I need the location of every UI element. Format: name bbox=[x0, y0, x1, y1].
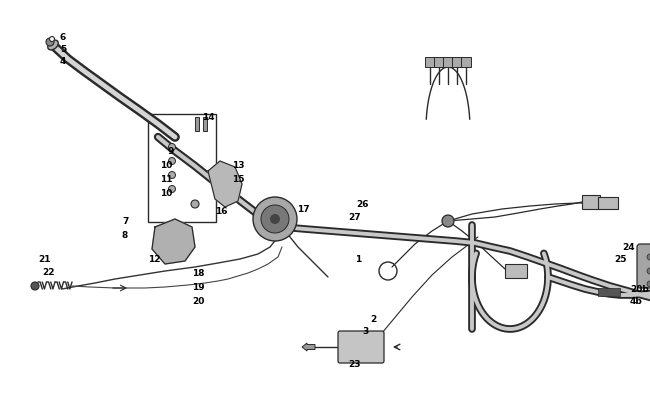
Polygon shape bbox=[152, 220, 195, 264]
Text: 25: 25 bbox=[614, 255, 627, 264]
Circle shape bbox=[253, 198, 297, 241]
Circle shape bbox=[168, 186, 176, 193]
Text: 8: 8 bbox=[122, 231, 128, 240]
Text: 19: 19 bbox=[192, 283, 205, 292]
Circle shape bbox=[270, 215, 280, 224]
FancyArrow shape bbox=[302, 343, 315, 351]
Bar bbox=[434, 58, 444, 68]
Bar bbox=[203, 118, 207, 132]
Text: 15: 15 bbox=[232, 175, 244, 184]
Polygon shape bbox=[645, 256, 650, 294]
Text: 24: 24 bbox=[622, 243, 634, 252]
FancyBboxPatch shape bbox=[637, 244, 650, 288]
Text: 1: 1 bbox=[355, 255, 361, 264]
Circle shape bbox=[168, 158, 176, 165]
Text: 3: 3 bbox=[362, 327, 369, 336]
Text: 20: 20 bbox=[192, 297, 204, 306]
Circle shape bbox=[647, 254, 650, 260]
Text: 22: 22 bbox=[42, 268, 55, 277]
Bar bbox=[443, 58, 453, 68]
Text: 10: 10 bbox=[160, 189, 172, 198]
Circle shape bbox=[647, 281, 650, 287]
Bar bbox=[461, 58, 471, 68]
Text: 12: 12 bbox=[148, 255, 161, 264]
Text: 4: 4 bbox=[60, 58, 66, 66]
Text: 21: 21 bbox=[38, 255, 51, 264]
Circle shape bbox=[168, 172, 176, 179]
Text: 10: 10 bbox=[160, 161, 172, 170]
Circle shape bbox=[647, 269, 650, 274]
Circle shape bbox=[442, 215, 454, 228]
Bar bbox=[425, 58, 435, 68]
Text: 26: 26 bbox=[356, 200, 369, 209]
Bar bbox=[148, 115, 216, 222]
Text: 16: 16 bbox=[215, 207, 227, 216]
Bar bbox=[598, 288, 620, 296]
Text: 6: 6 bbox=[60, 34, 66, 43]
Polygon shape bbox=[208, 162, 242, 207]
Text: 14: 14 bbox=[202, 113, 215, 122]
Text: 18: 18 bbox=[192, 269, 205, 278]
FancyBboxPatch shape bbox=[338, 331, 384, 363]
Text: 13: 13 bbox=[232, 161, 244, 170]
Bar bbox=[505, 264, 527, 278]
Text: 17: 17 bbox=[297, 205, 309, 214]
Ellipse shape bbox=[47, 41, 58, 51]
Text: 27: 27 bbox=[348, 213, 361, 222]
Bar bbox=[582, 196, 600, 209]
Circle shape bbox=[168, 144, 176, 151]
Bar bbox=[452, 58, 462, 68]
Circle shape bbox=[261, 205, 289, 233]
Bar bbox=[598, 198, 618, 209]
Circle shape bbox=[31, 282, 39, 290]
Circle shape bbox=[191, 200, 199, 209]
Text: 4b: 4b bbox=[630, 297, 643, 306]
Circle shape bbox=[49, 37, 55, 43]
Text: 2: 2 bbox=[370, 315, 376, 324]
Circle shape bbox=[46, 39, 54, 47]
Text: 11: 11 bbox=[160, 175, 172, 184]
Bar bbox=[195, 118, 199, 132]
Text: 23: 23 bbox=[348, 360, 361, 369]
Text: 7: 7 bbox=[122, 217, 129, 226]
Text: 5: 5 bbox=[60, 45, 66, 54]
Text: 9: 9 bbox=[167, 147, 174, 156]
Text: 20b: 20b bbox=[630, 285, 649, 294]
